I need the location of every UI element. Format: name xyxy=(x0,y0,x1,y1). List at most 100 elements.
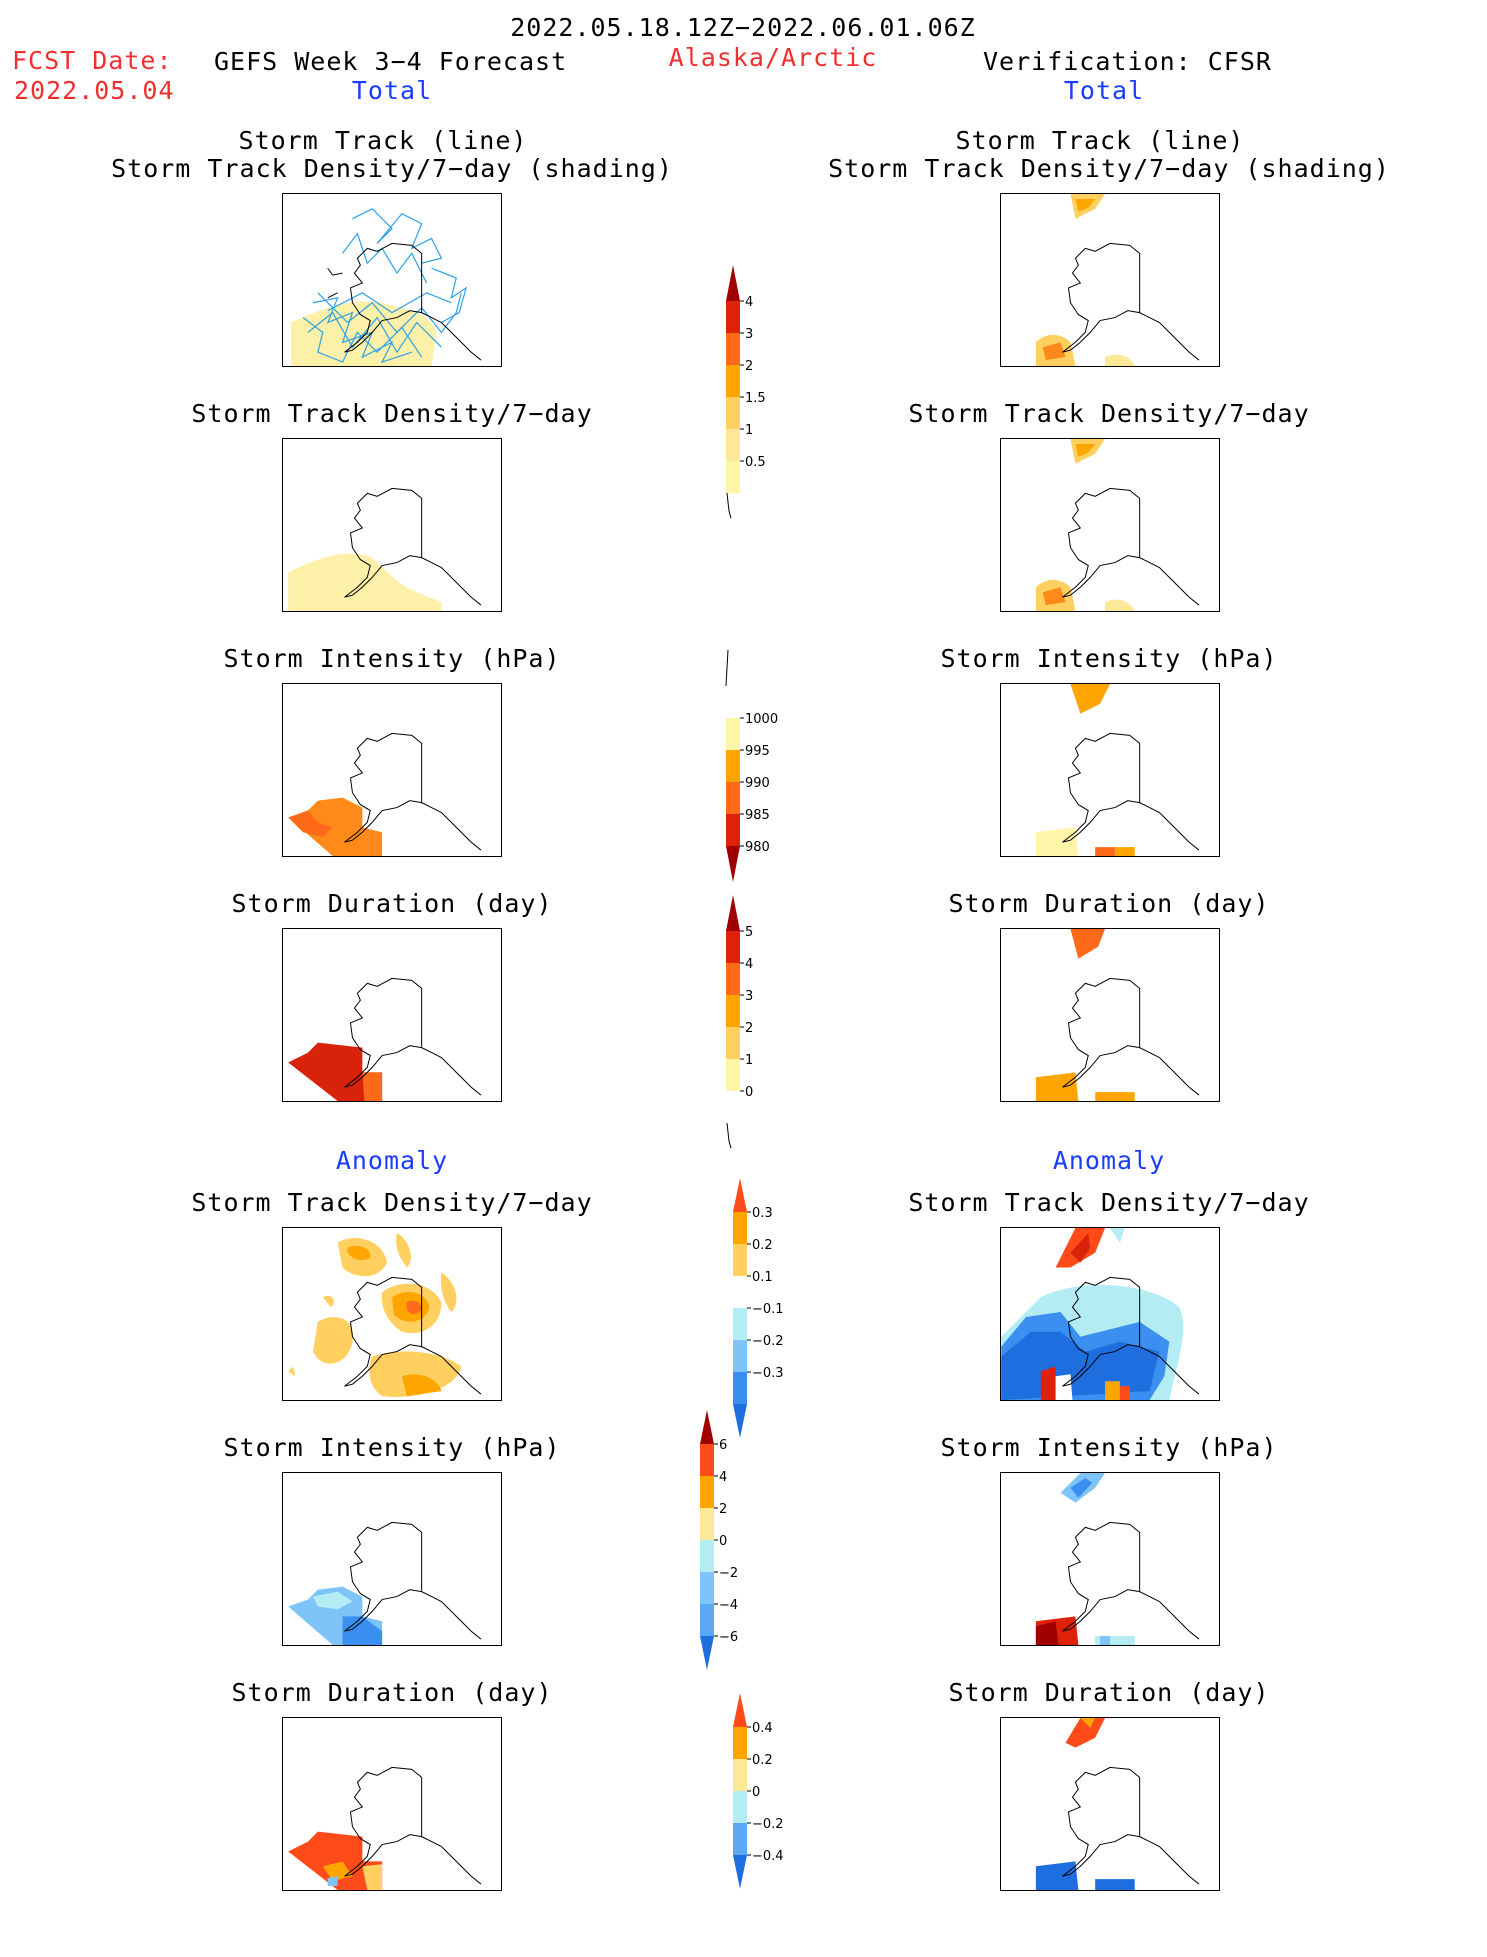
colorbar-tail-bottom xyxy=(726,492,732,519)
colorbar-segment xyxy=(726,333,740,365)
colorbar-tick-label: 3 xyxy=(745,327,753,342)
colorbar-arrow-top xyxy=(726,895,740,931)
forecast-title: GEFS Week 3−4 Forecast xyxy=(214,47,568,76)
colorbar-tick-label: 0.5 xyxy=(745,455,766,470)
colorbar-tick-label: 0 xyxy=(752,1785,760,1800)
map-left-density xyxy=(282,438,502,612)
colorbar-tick-label: −2 xyxy=(719,1566,738,1581)
colorbar-tick-label: 2 xyxy=(745,359,753,374)
colorbar-tick-label: 0 xyxy=(745,1085,753,1100)
map-right-anom-intensity xyxy=(1000,1472,1220,1646)
colorbar-tick-label: 1 xyxy=(745,423,753,438)
colorbar-segment xyxy=(726,301,740,333)
colorbar-tick-label: 4 xyxy=(719,1470,727,1485)
colorbar-tick-label: 2 xyxy=(745,1021,753,1036)
colorbar-segment xyxy=(733,1340,747,1372)
colorbar-arrow-bottom xyxy=(733,1855,747,1889)
colorbar-tick-label: 0.1 xyxy=(752,1270,773,1285)
colorbar-arrow-top xyxy=(733,1693,747,1727)
storm-track-lines xyxy=(302,208,468,364)
colorbar-duration-anomaly: 0.4 0.2 0 −0.2 −0.4 xyxy=(733,1693,803,1957)
colorbar-tick-label: 1.5 xyxy=(745,391,766,406)
colorbar-tick-label: −0.1 xyxy=(752,1302,784,1317)
map-right-density xyxy=(1000,438,1220,612)
map-right-duration xyxy=(1000,928,1220,1102)
colorbar-segment xyxy=(726,461,740,493)
right-anom-duration-title: Storm Duration (day) xyxy=(948,1678,1270,1707)
colorbar-arrow-bottom xyxy=(700,1636,714,1670)
colorbar-segment xyxy=(700,1572,714,1604)
right-track-density-title: Storm Track Density/7−day xyxy=(908,399,1310,428)
colorbar-tick-label: 0 xyxy=(719,1534,727,1549)
colorbar-segment xyxy=(726,397,740,429)
left-track-density-shading-title: Storm Track Density/7−day (shading) xyxy=(111,154,673,183)
right-anom-intensity-title: Storm Intensity (hPa) xyxy=(940,1433,1278,1462)
colorbar-tick-label: 3 xyxy=(745,989,753,1004)
total-label-left: Total xyxy=(351,76,433,105)
colorbar-segment xyxy=(726,1027,740,1059)
colorbar-arrow-top xyxy=(726,265,740,301)
colorbar-tick-label: 5 xyxy=(745,925,753,940)
colorbar-tick-label: 985 xyxy=(745,808,770,823)
colorbar-segment xyxy=(726,1091,740,1123)
colorbar-density-anomaly: 0.3 0.2 0.1 −0.1 −0.2 −0.3 xyxy=(733,1178,803,1506)
colorbar-tick-label: −6 xyxy=(719,1630,738,1645)
colorbar-segment xyxy=(726,718,740,750)
right-intensity-title: Storm Intensity (hPa) xyxy=(940,644,1278,673)
fcst-date-value: 2022.05.04 xyxy=(14,76,175,105)
colorbar-tick-label: −0.2 xyxy=(752,1817,784,1832)
colorbar-segment xyxy=(733,1308,747,1340)
colorbar-segment xyxy=(700,1508,714,1540)
colorbar-tick-label: 4 xyxy=(745,957,753,972)
left-intensity-title: Storm Intensity (hPa) xyxy=(223,644,561,673)
colorbar-tick-label: 0.3 xyxy=(752,1206,773,1221)
colorbar-segment xyxy=(726,963,740,995)
left-anomaly-label: Anomaly xyxy=(335,1146,449,1175)
map-left-intensity xyxy=(282,683,502,857)
colorbar-segment xyxy=(700,1604,714,1636)
colorbar-segment xyxy=(700,1444,714,1476)
region-title: Alaska/Arctic xyxy=(668,43,878,72)
right-track-density-shading-title: Storm Track Density/7−day (shading) xyxy=(828,154,1390,183)
colorbar-segment xyxy=(700,1540,714,1572)
colorbar-segment xyxy=(726,995,740,1027)
colorbar-tick-label: 0.2 xyxy=(752,1238,773,1253)
colorbar-tick-label: −0.4 xyxy=(752,1849,784,1864)
map-left-anom-intensity xyxy=(282,1472,502,1646)
left-duration-title: Storm Duration (day) xyxy=(231,889,553,918)
colorbar-segment xyxy=(733,1791,747,1823)
map-right-track xyxy=(1000,193,1220,367)
colorbar-intensity: 1000 995 990 985 980 xyxy=(725,649,796,918)
left-anom-duration-title: Storm Duration (day) xyxy=(231,1678,553,1707)
left-track-line-title: Storm Track (line) xyxy=(238,126,528,155)
map-right-anom-duration xyxy=(1000,1717,1220,1891)
map-left-anom-density xyxy=(282,1227,502,1401)
colorbar-arrow-bottom xyxy=(726,846,740,882)
colorbar-tick-label: −0.2 xyxy=(752,1334,784,1349)
colorbar-tick-label: 995 xyxy=(745,744,770,759)
colorbar-tick-label: −0.3 xyxy=(752,1366,784,1381)
fcst-date-label: FCST Date: xyxy=(12,46,173,75)
colorbar-segment xyxy=(726,750,740,782)
colorbar-tick-label: 1 xyxy=(745,1053,753,1068)
colorbar-duration: 5 4 3 2 1 0 xyxy=(726,895,796,1195)
colorbar-segment xyxy=(733,1372,747,1404)
colorbar-segment xyxy=(733,1823,747,1855)
right-track-line-title: Storm Track (line) xyxy=(955,126,1245,155)
colorbar-segment xyxy=(726,1059,740,1091)
total-label-right: Total xyxy=(1063,76,1145,105)
colorbar-tick-label: 1000 xyxy=(745,712,778,727)
map-right-intensity xyxy=(1000,683,1220,857)
colorbar-segment xyxy=(733,1759,747,1791)
colorbar-segment xyxy=(733,1212,747,1244)
map-left-track xyxy=(282,193,502,367)
colorbar-tick-label: 0.2 xyxy=(752,1753,773,1768)
colorbar-segment xyxy=(726,782,740,814)
colorbar-tail-bottom xyxy=(726,1122,732,1149)
colorbar-segment xyxy=(726,429,740,461)
right-anomaly-label: Anomaly xyxy=(1052,1146,1166,1175)
date-range: 2022.05.18.12Z−2022.06.01.06Z xyxy=(510,13,976,42)
colorbar-segment xyxy=(726,686,740,718)
map-left-anom-duration xyxy=(282,1717,502,1891)
colorbar-tick-label: 990 xyxy=(745,776,770,791)
